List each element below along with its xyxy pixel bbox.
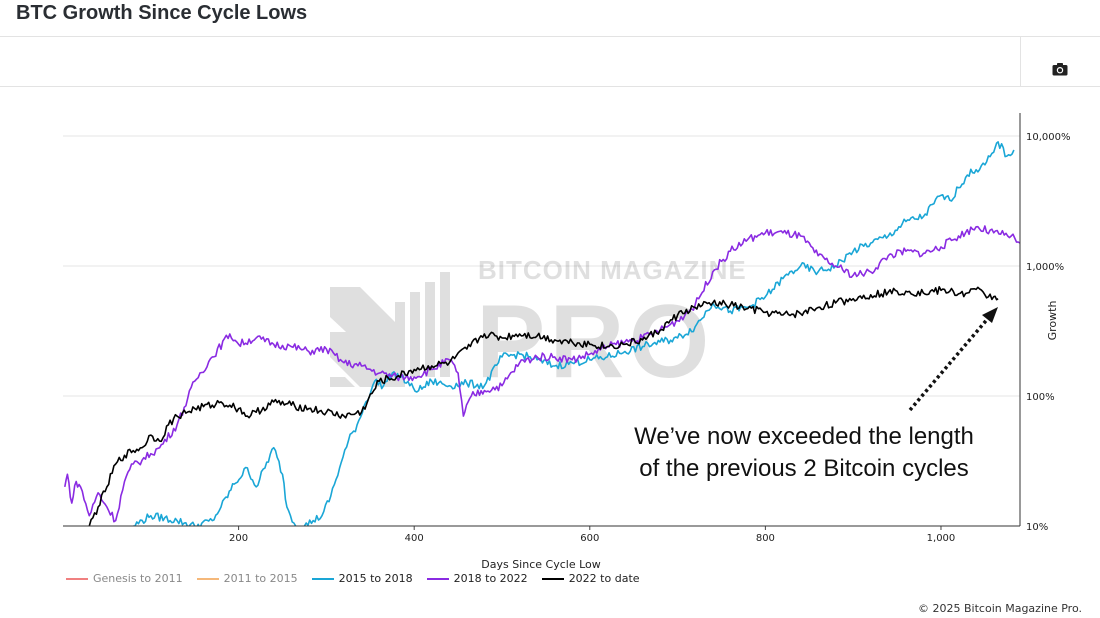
legend-label: 2011 to 2015 bbox=[223, 572, 298, 585]
x-tick-label: 200 bbox=[229, 533, 248, 544]
y-tick-label: 10% bbox=[1026, 522, 1048, 533]
series-lines bbox=[64, 141, 1020, 526]
watermark-line2: PRO bbox=[476, 284, 713, 400]
annotation-arrow-line bbox=[908, 314, 992, 412]
legend-label: 2018 to 2022 bbox=[453, 572, 528, 585]
legend-item[interactable]: Genesis to 2011 bbox=[66, 572, 183, 585]
legend-item[interactable]: 2022 to date bbox=[541, 572, 640, 585]
arrow-head-icon bbox=[982, 307, 998, 323]
download-image-button[interactable] bbox=[1046, 56, 1074, 82]
axes: 10% 100% 1,000% 10,000% 200 400 600 800 1,000 Day… bbox=[63, 113, 1071, 571]
legend-item[interactable]: 2018 to 2022 bbox=[426, 572, 528, 585]
legend-swatch bbox=[311, 577, 334, 580]
annotation-line2: of the previous 2 Bitcoin cycles bbox=[639, 455, 969, 482]
toolbar-bottom-divider bbox=[0, 86, 1100, 87]
legend-item[interactable]: 2011 to 2015 bbox=[196, 572, 298, 585]
title-divider bbox=[0, 36, 1100, 37]
legend-label: 2022 to date bbox=[568, 572, 640, 585]
legend-label: Genesis to 2011 bbox=[93, 572, 183, 585]
legend-swatch bbox=[541, 577, 564, 580]
legend-swatch bbox=[426, 577, 449, 580]
y-axis-label: Growth bbox=[1046, 301, 1059, 341]
y-tick-label: 10,000% bbox=[1026, 132, 1071, 143]
legend-swatch bbox=[196, 577, 219, 580]
annotation-line1: We’ve now exceeded the length bbox=[634, 423, 974, 450]
legend-label: 2015 to 2018 bbox=[338, 572, 413, 585]
x-tick-label: 400 bbox=[405, 533, 424, 544]
x-tick-label: 800 bbox=[756, 533, 775, 544]
x-tick-label: 1,000 bbox=[927, 533, 956, 544]
legend: Genesis to 2011 2011 to 2015 2015 to 2018 2… bbox=[66, 572, 640, 585]
toolbar-divider bbox=[1020, 37, 1021, 86]
series-line-2018-to-2022 bbox=[64, 225, 1020, 523]
annotation: We’ve now exceeded the length of the pre… bbox=[634, 307, 998, 482]
watermark: BITCOIN MAGAZINE PRO bbox=[330, 255, 747, 400]
y-tick-label: 1,000% bbox=[1026, 262, 1064, 273]
camera-icon bbox=[1052, 63, 1068, 76]
page-title: BTC Growth Since Cycle Lows bbox=[16, 2, 308, 24]
x-axis-label: Days Since Cycle Low bbox=[481, 558, 601, 571]
series-line-2015-to-2018 bbox=[133, 141, 1015, 526]
y-tick-label: 100% bbox=[1026, 392, 1055, 403]
series-line-2022-to-date bbox=[88, 286, 999, 526]
legend-swatch bbox=[66, 577, 88, 580]
watermark-line1: BITCOIN MAGAZINE bbox=[478, 255, 747, 285]
legend-item[interactable]: 2015 to 2018 bbox=[311, 572, 413, 585]
x-tick-label: 600 bbox=[580, 533, 599, 544]
copyright: © 2025 Bitcoin Magazine Pro. bbox=[918, 602, 1082, 615]
growth-chart: BITCOIN MAGAZINE PRO 10% 100% 1,000% 10,000… bbox=[63, 113, 1071, 571]
